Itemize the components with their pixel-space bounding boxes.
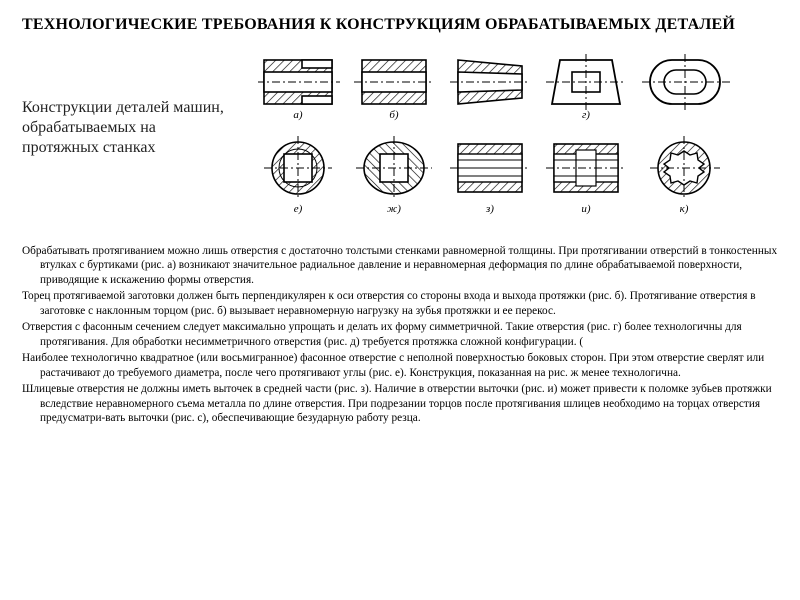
paragraph: Шлицевые отверстия не должны иметь выточ…: [22, 382, 778, 425]
paragraph: Торец протягиваемой заготовки должен быт…: [22, 289, 778, 318]
page-title: ТЕХНОЛОГИЧЕСКИЕ ТРЕБОВАНИЯ К КОНСТРУКЦИЯ…: [22, 16, 778, 34]
figure-caption: Конструкции деталей машин, обрабатываемы…: [22, 52, 232, 158]
document-page: ТЕХНОЛОГИЧЕСКИЕ ТРЕБОВАНИЯ К КОНСТРУКЦИЯ…: [0, 0, 800, 437]
svg-text:к): к): [680, 203, 689, 215]
svg-text:е): е): [294, 203, 303, 215]
svg-text:г): г): [582, 109, 590, 121]
paragraph: Отверстия с фасонным сечением следует ма…: [22, 320, 778, 349]
paragraph: Обрабатывать протягиванием можно лишь от…: [22, 244, 778, 287]
paragraph: Наиболее технологично квадратное (или во…: [22, 351, 778, 380]
body-text: Обрабатывать протягиванием можно лишь от…: [22, 244, 778, 425]
figure-row: Конструкции деталей машин, обрабатываемы…: [22, 52, 778, 222]
svg-text:а): а): [293, 109, 303, 121]
svg-text:ж): ж): [387, 203, 401, 215]
technical-figure: а) б): [258, 52, 778, 222]
svg-text:б): б): [389, 109, 399, 121]
svg-text:и): и): [581, 203, 591, 215]
svg-text:з): з): [485, 203, 494, 215]
